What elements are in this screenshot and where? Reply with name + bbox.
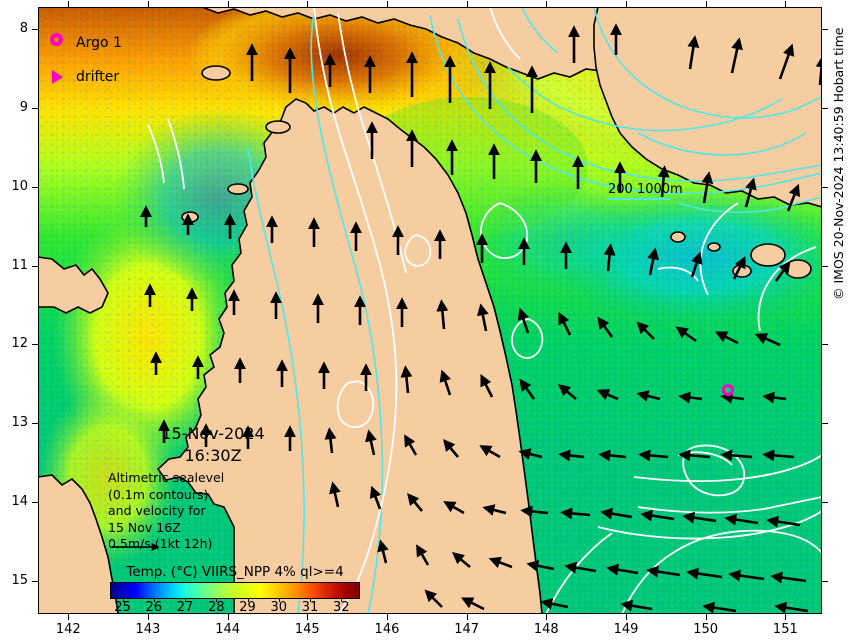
y-axis-tick [32,344,38,346]
y-axis-label: 9 [19,99,28,115]
triangle-marker-icon [52,70,63,84]
y-axis-tick-right [822,265,828,267]
colorbar-tick-label: 27 [176,600,194,614]
x-axis-tick-top [307,1,309,7]
colorbar-tick [341,598,343,602]
x-axis-tick-top [546,1,548,7]
y-axis-tick-right [822,107,828,109]
legend-label-argo: Argo 1 [76,35,122,51]
y-axis-tick-right [822,580,828,582]
x-axis-label: 147 [454,622,480,637]
x-axis-tick [705,614,707,620]
y-axis-tick [32,29,38,31]
x-axis-tick-top [227,1,229,7]
colorbar-title: Temp. (°C) VIIRS_NPP 4% ql>=4 [126,564,344,580]
x-axis-label: 145 [294,622,320,637]
colorbar-tick [247,598,249,602]
x-axis-tick-top [386,1,388,7]
y-axis-label: 8 [19,21,28,37]
y-axis-label: 15 [11,572,28,588]
y-axis-label: 13 [11,415,28,431]
x-axis-tick [147,614,149,620]
y-axis-label: 14 [11,494,28,510]
colorbar-tick-label: 28 [207,600,225,614]
x-axis-label: 142 [55,622,81,637]
x-axis-tick [785,614,787,620]
x-axis-tick-top [705,1,707,7]
annotation-date: 15-Nov-2024 [161,424,265,443]
depth-contours [247,7,822,614]
x-axis-label: 151 [772,622,798,637]
description-line-2: and velocity for [108,503,206,518]
x-axis-tick [307,614,309,620]
colorbar-tick-label: 30 [270,600,288,614]
circle-marker-icon [50,33,63,46]
depth-contour-legend: 200 1000m [608,182,683,200]
colorbar-tick [216,598,218,602]
x-axis-tick-top [466,1,468,7]
x-axis-tick-top [147,1,149,7]
y-axis-label: 11 [11,257,28,273]
colorbar-tick [310,598,311,602]
description-annotation: Altimetric sealevel (0.1m contours) and … [108,470,308,553]
y-axis-tick [32,186,38,188]
x-axis-tick [466,614,468,620]
depth-legend-line [608,198,670,200]
description-line-3: 15 Nov 16Z [108,519,181,535]
date-time-annotation: 15-Nov-2024 16:30Z [118,423,308,466]
x-axis-label: 143 [135,622,161,637]
colorbar-tick [185,598,186,602]
x-axis-label: 149 [613,622,639,637]
colorbar-tick-label: 29 [239,600,256,614]
x-axis-label: 144 [215,622,241,637]
x-axis-label: 146 [374,622,400,637]
description-line-1: (0.1m contours) [108,486,209,502]
y-axis-label: 10 [11,178,28,194]
y-axis-tick [32,265,38,267]
y-axis-tick-right [822,502,828,504]
velocity-scale-arrow-icon [112,543,160,551]
x-axis-tick [68,614,70,620]
colorbar-tick [153,598,155,602]
annotation-time: 16:30Z [184,445,242,465]
coastline-land-layer [38,7,822,614]
y-axis-label: 12 [11,336,28,352]
y-axis-tick-right [822,344,828,346]
x-axis-tick-top [626,1,627,7]
y-axis-tick [32,580,38,582]
copyright-text: © IMOS 20-Nov-2024 13:40:59 Hobart time [831,27,846,300]
colorbar-tick-label: 26 [145,600,163,614]
y-axis-tick-right [822,423,828,425]
x-axis-tick [626,614,627,620]
y-axis-tick [32,423,38,425]
map-plot-area[interactable]: Argo 1 drifter 200 1000m 15-Nov-2024 16:… [38,7,822,614]
y-axis-tick-right [822,186,828,188]
y-axis-tick-right [822,29,828,31]
x-axis-tick-top [785,1,787,7]
colorbar: Temp. (°C) VIIRS_NPP 4% ql>=4 25 26 27 28 29… [110,564,360,614]
description-line-0: Altimetric sealevel [108,470,225,485]
velocity-arrow-layer [140,23,822,614]
colorbar-tick-label: 25 [114,600,131,614]
y-axis-tick [32,502,38,504]
depth-legend-label: 200 1000m [608,182,683,197]
x-axis-label: 148 [533,622,559,637]
colorbar-tick-labels: 25 26 27 28 29 30 31 32 [110,598,360,614]
colorbar-tick [122,598,124,602]
colorbar-gradient [110,582,360,599]
argo-float-marker[interactable] [722,384,734,396]
x-axis-tick [227,614,229,620]
y-axis-tick [32,107,38,109]
colorbar-tick-label: 31 [301,600,319,614]
x-axis-tick-top [68,1,70,7]
colorbar-tick-label: 32 [332,600,350,614]
current-vectors [140,23,822,614]
x-axis-label: 150 [693,622,719,637]
x-axis-tick [386,614,388,620]
legend-label-drifter: drifter [76,69,120,85]
x-axis-tick [546,614,548,620]
colorbar-tick [278,598,280,602]
